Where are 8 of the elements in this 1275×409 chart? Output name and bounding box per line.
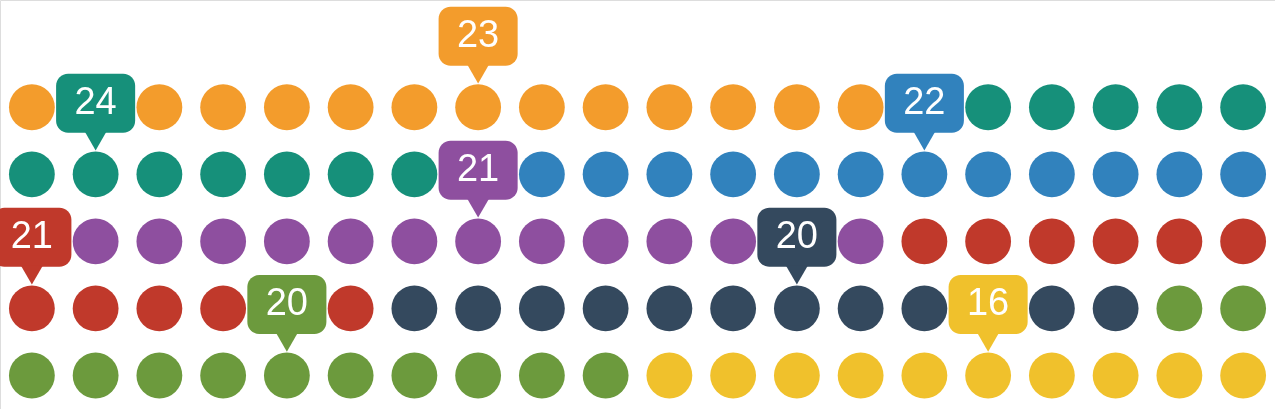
data-label: 20: [775, 214, 819, 257]
data-label: 22: [903, 80, 946, 123]
data-label: 21: [10, 214, 54, 257]
data-label: 23: [456, 13, 500, 56]
data-label: 20: [265, 281, 309, 324]
data-label: 16: [966, 281, 1010, 324]
data-label: 21: [456, 147, 500, 190]
data-label: 24: [74, 80, 117, 123]
